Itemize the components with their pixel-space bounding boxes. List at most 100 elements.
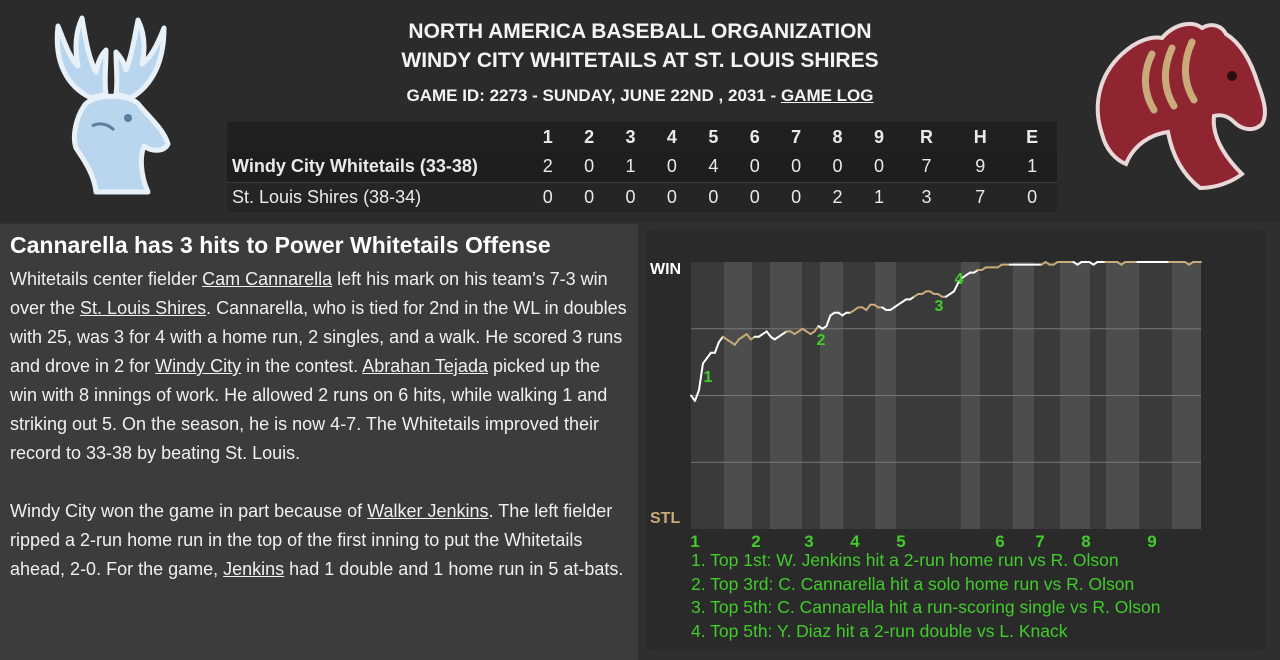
linescore-header-row: 1 2 3 4 5 6 7 8 9 R H E [227,122,1057,152]
win-probability-segment [825,314,832,328]
runs-total: 3 [899,182,954,212]
linescore-row-home: St. Louis Shires (38-34) 0 0 0 0 0 0 0 2… [227,182,1057,212]
player-link-cannarella[interactable]: Cam Cannarella [202,269,333,289]
game-info: GAME ID: 2273 - SUNDAY, JUNE 22ND , 2031… [0,86,1280,106]
hits-total: 7 [953,182,1008,212]
errors-header: E [1007,122,1057,152]
game-recap-article: Cannarella has 3 hits to Power Whitetail… [0,224,638,660]
win-probability-segment [697,362,704,392]
inning-header: 7 [775,122,817,152]
runs-header: R [899,122,954,152]
win-probability-segment [713,341,720,354]
win-probability-segment [717,335,724,344]
inning-tick-label: 8 [1081,532,1090,549]
home-team-name[interactable]: St. Louis Shires (38-34) [227,182,527,212]
inning-header: 3 [609,122,652,152]
article-text: . Cannarella, who is tied for 2nd in the… [10,298,627,376]
inning-header: 9 [858,122,900,152]
team-link-windy-city[interactable]: Windy City [155,356,242,376]
article-text: in the contest. [241,356,363,376]
win-probability-segment [701,357,708,365]
article-paragraph-2: Windy City won the game in part because … [10,497,628,584]
inning-score: 0 [651,182,693,212]
inning-score: 0 [734,152,776,183]
article-paragraph-1: Whitetails center fielder Cam Cannarella… [10,265,628,468]
inning-score: 0 [609,182,652,212]
player-link-tejada[interactable]: Abrahan Tejada [362,356,488,376]
article-text: Windy City won the game in part because … [10,501,368,521]
paragraph-gap [10,468,628,497]
linescore-table: 1 2 3 4 5 6 7 8 9 R H E Windy City White… [227,122,1057,212]
event-marker: 3 [935,298,944,315]
event-marker: 4 [955,271,964,288]
player-link-jenkins[interactable]: Walker Jenkins [367,501,489,521]
win-probability-segment [865,303,872,312]
game-id-date: GAME ID: 2273 - SUNDAY, JUNE 22ND , 2031… [406,86,781,105]
linescore-row-away: Windy City Whitetails (33-38) 2 0 1 0 4 … [227,152,1057,183]
errors-total: 1 [1007,152,1057,183]
team-link-shires[interactable]: St. Louis Shires [80,298,207,318]
win-probability-segment [705,351,712,360]
hits-header: H [953,122,1008,152]
inning-tick-label: 7 [1035,532,1044,549]
inning-score: 0 [734,182,776,212]
matchup-title: WINDY CITY WHITETAILS AT ST. LOUIS SHIRE… [401,49,879,72]
y-axis-label-win: WIN [650,261,681,278]
inning-tick-label: 3 [804,532,813,549]
inning-score: 1 [609,152,652,183]
game-log-link[interactable]: GAME LOG [780,86,874,105]
inning-score: 0 [692,182,735,212]
win-probability-segment [693,389,700,402]
key-event-item: 2. Top 3rd: C. Cannarella hit a solo hom… [691,573,1135,594]
y-axis-label-stl: STL [650,510,680,527]
organization-title: NORTH AMERICA BASEBALL ORGANIZATION [408,20,872,43]
inning-tick-label: 5 [896,532,905,549]
inning-header: 1 [527,122,569,152]
win-probability-segment [765,330,772,338]
inning-header: 5 [692,122,735,152]
inning-score: 0 [527,182,569,212]
inning-tick-label: 2 [751,532,760,549]
win-probability-panel: WIN STL 1 2 3 4 5 6 7 8 9 1 2 3 4 1. Top 1st: W. Jenki… [646,229,1266,651]
event-marker: 1 [704,369,713,386]
key-event-item: 1. Top 1st: W. Jenkins hit a 2-run home … [691,550,1119,570]
article-text: picked up the win with 8 innings of work… [10,356,608,463]
win-probability-segment [952,282,959,293]
article-text: left his mark on his team's 7-3 win over… [10,269,608,318]
article-headline: Cannarella has 3 hits to Power Whitetail… [10,232,551,258]
inning-score: 1 [858,182,900,212]
inning-score: 0 [651,152,693,183]
inning-score: 0 [816,152,859,183]
inning-header: 6 [734,122,776,152]
team-column-header [227,122,527,152]
errors-total: 0 [1007,182,1057,212]
inning-score: 0 [568,152,610,183]
win-probability-segment [745,333,752,341]
game-header: NORTH AMERICA BASEBALL ORGANIZATION WIND… [0,0,1280,222]
inning-header: 2 [568,122,610,152]
away-team-name[interactable]: Windy City Whitetails (33-38) [227,152,527,183]
win-probability-segment [813,325,820,333]
inning-tick-label: 4 [850,532,860,549]
shires-horse-logo [1095,21,1267,191]
event-marker: 2 [817,332,826,349]
inning-score: 2 [527,152,569,183]
player-link-jenkins-short[interactable]: Jenkins [223,559,285,579]
inning-score: 0 [568,182,610,212]
inning-tick-label: 9 [1147,532,1156,549]
inning-score: 2 [816,182,859,212]
inning-header: 8 [816,122,859,152]
whitetails-deer-logo [54,15,171,195]
win-probability-segment [733,338,740,346]
inning-tick-label: 6 [995,532,1004,549]
win-probability-segment [956,277,963,285]
key-event-item: 4. Top 5th: Y. Diaz hit a 2-run double v… [691,620,1068,641]
key-event-item: 3. Top 5th: C. Cannarella hit a run-scor… [691,597,1161,617]
article-text: had 1 double and 1 home run in 5 at-bats… [284,559,624,579]
runs-total: 7 [899,152,954,183]
inning-score: 0 [775,152,817,183]
key-events-list: 1. Top 1st: W. Jenkins hit a 2-run home … [691,549,1161,643]
inning-tick-label: 1 [690,532,699,549]
inning-score: 0 [858,152,900,183]
